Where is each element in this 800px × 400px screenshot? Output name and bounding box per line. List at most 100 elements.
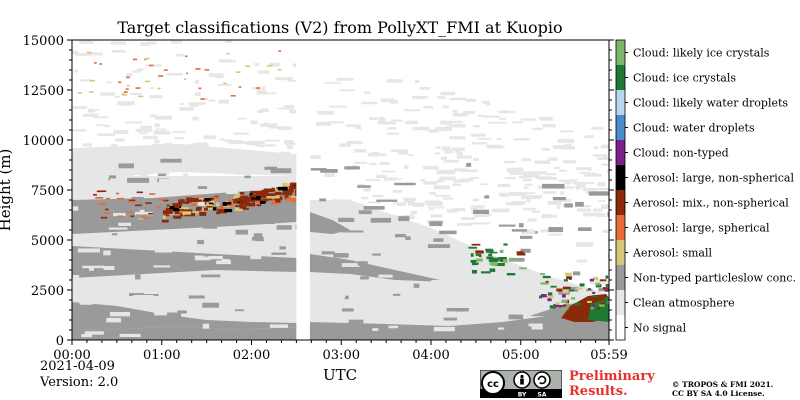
low-cloud-cell: [553, 304, 559, 308]
ice-cloud-cell: [516, 252, 526, 256]
particle-fragment: [360, 276, 369, 280]
clean-atmosphere-streak: [512, 200, 526, 205]
low-cloud-cell: [540, 282, 549, 285]
clean-atmosphere-streak: [452, 147, 465, 151]
aerosol-layer-cell: [210, 197, 214, 201]
clean-atmosphere-streak: [387, 127, 397, 130]
clean-atmosphere-streak: [390, 149, 409, 153]
clean-atmosphere-streak: [346, 141, 363, 145]
particle-fragment: [118, 222, 132, 226]
aerosol-layer-cell: [290, 195, 302, 199]
aerosol-layer-cell: [277, 186, 288, 191]
particle-fragment: [548, 233, 562, 236]
clean-atmosphere-streak: [256, 87, 261, 92]
clean-atmosphere-streak: [498, 110, 516, 114]
ice-cloud-cell: [499, 249, 504, 253]
clean-atmosphere-streak: [75, 53, 92, 56]
clean-atmosphere-streak: [329, 210, 339, 214]
low-cloud-cell: [605, 275, 609, 279]
ice-cloud-cell: [485, 249, 494, 253]
clean-atmosphere-streak: [287, 80, 299, 82]
clean-atmosphere-streak: [233, 132, 249, 135]
aerosol-speckle: [157, 87, 161, 90]
aerosol-layer-cell: [228, 199, 233, 203]
clean-atmosphere-streak: [166, 72, 183, 76]
aerosol-speckle: [123, 91, 128, 93]
clean-atmosphere-streak: [175, 53, 185, 57]
clean-atmosphere-streak: [78, 40, 92, 42]
particle-fragment: [311, 292, 319, 297]
particle-fragment: [93, 222, 98, 228]
clean-atmosphere-streak: [419, 87, 431, 90]
low-cloud-cell: [542, 275, 551, 279]
clean-atmosphere-streak: [83, 113, 98, 117]
clean-atmosphere-streak: [257, 109, 264, 114]
aerosol-layer-cell: [240, 207, 249, 210]
particle-fragment: [159, 203, 171, 207]
particle-fragment: [251, 236, 264, 242]
clean-atmosphere-streak: [315, 121, 332, 126]
aerosol-layer-cell: [255, 192, 265, 195]
particle-fragment: [244, 173, 251, 177]
clean-atmosphere-streak: [365, 179, 381, 182]
particle-fragment: [511, 229, 527, 232]
clean-atmosphere-streak: [597, 182, 606, 187]
clean-atmosphere-streak: [80, 79, 93, 82]
aerosol-layer-cell: [169, 205, 179, 210]
particle-fragment: [166, 287, 189, 293]
clean-atmosphere-streak: [97, 133, 116, 137]
particle-fragment: [336, 295, 346, 299]
particle-fragment: [405, 236, 411, 241]
aerosol-layer-cell: [203, 207, 209, 211]
clean-atmosphere-streak: [531, 210, 541, 213]
aerosol-speckle: [158, 75, 164, 77]
clean-atmosphere-streak: [538, 177, 557, 180]
aerosol-layer-cell: [182, 211, 191, 215]
aerosol-layer-cell: [141, 215, 146, 218]
clean-atmosphere-streak: [256, 90, 267, 95]
clean-atmosphere-streak: [219, 60, 237, 63]
particle-fragment: [103, 266, 115, 271]
clean-atmosphere-streak: [440, 120, 452, 125]
clean-atmosphere-streak: [269, 62, 280, 67]
clean-atmosphere-streak: [255, 180, 260, 183]
aerosol-layer-cell: [254, 201, 261, 204]
particle-fragment: [552, 196, 566, 201]
ice-cloud-cell: [498, 256, 507, 261]
legend-label: Aerosol: large, spherical: [632, 222, 770, 235]
clean-atmosphere-streak: [473, 158, 479, 161]
low-cloud-cell: [597, 306, 601, 310]
non-typed-particles-layer: [309, 254, 449, 282]
particle-fragment: [202, 225, 218, 229]
clean-atmosphere-streak: [72, 193, 77, 197]
clean-atmosphere-streak: [140, 125, 152, 129]
aerosol-layer-cell: [222, 202, 232, 206]
clean-atmosphere-streak: [87, 108, 96, 113]
copyright-line-1: © TROPOS & FMI 2021.: [672, 380, 774, 389]
clean-atmosphere-streak: [333, 199, 340, 202]
class-legend: No signal Clean atmosphere Non-typed parti…: [615, 39, 796, 341]
aerosol-layer-cell: [186, 197, 193, 202]
legend-swatch: [616, 290, 625, 315]
particle-fragment: [158, 333, 164, 338]
clean-atmosphere-streak: [336, 77, 354, 81]
particle-fragment: [373, 194, 384, 197]
particle-fragment: [513, 335, 526, 339]
low-cloud-cell: [540, 272, 546, 275]
clean-atmosphere-streak: [257, 70, 270, 74]
particle-fragment: [518, 223, 524, 228]
aerosol-layer-cell: [98, 203, 106, 205]
aerosol-speckle: [204, 69, 210, 71]
x-tick-label: 05:00: [502, 348, 539, 363]
particle-fragment: [359, 254, 370, 260]
clean-atmosphere-streak: [408, 154, 414, 157]
particle-fragment: [357, 252, 373, 257]
clean-atmosphere-streak: [469, 205, 486, 208]
clean-atmosphere-streak: [224, 40, 233, 44]
low-cloud-cell: [599, 279, 607, 282]
aerosol-speckle: [163, 69, 168, 71]
clean-atmosphere-streak: [93, 116, 108, 119]
particle-fragment: [279, 246, 286, 250]
particle-fragment: [412, 202, 425, 208]
clean-atmosphere-streak: [378, 118, 386, 122]
